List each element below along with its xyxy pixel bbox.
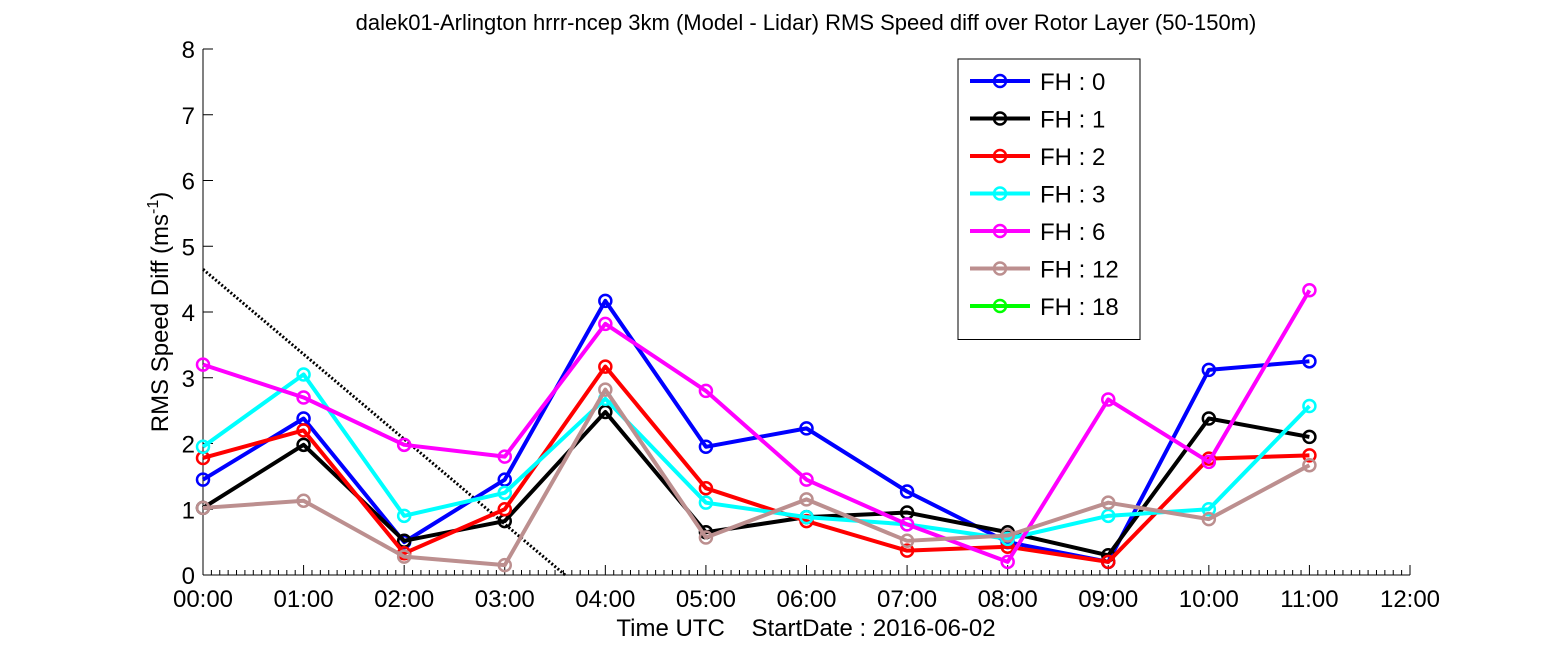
- series: [197, 384, 1315, 572]
- x-tick-label: 10:00: [1179, 586, 1239, 613]
- y-tick-label: 1: [182, 497, 195, 524]
- chart: dalek01-Arlington hrrr-ncep 3km (Model -…: [0, 0, 1559, 656]
- x-tick-label: 03:00: [475, 586, 535, 613]
- legend-label: FH : 1: [1040, 107, 1105, 134]
- legend-label: FH : 2: [1040, 144, 1105, 171]
- y-tick-label: 5: [182, 234, 195, 261]
- y-axis-label-close: ): [147, 192, 174, 200]
- x-tick-label: 06:00: [776, 586, 836, 613]
- y-tick-label: 8: [182, 37, 195, 64]
- legend-label: FH : 0: [1040, 69, 1105, 96]
- legend: FH : 0 FH : 1 FH : 2 FH : 3 FH : 6 FH : 12 FH …: [958, 59, 1140, 340]
- y-tick-label: 4: [182, 300, 195, 327]
- y-axis-label: RMS Speed Diff (ms-1): [145, 192, 174, 433]
- x-tick-label: 08:00: [978, 586, 1038, 613]
- x-axis: 00:00 01:00 02:00 03:00 04:00 05:00 06:00 07:00…: [173, 565, 1440, 613]
- series-line: [203, 390, 1309, 566]
- y-axis-label-main: RMS Speed Diff (ms: [147, 214, 174, 432]
- plot-frame: [203, 49, 1410, 575]
- x-tick-label: 07:00: [877, 586, 937, 613]
- legend-label: FH : 18: [1040, 294, 1119, 321]
- y-tick-label: 0: [182, 563, 195, 590]
- x-tick-label: 04:00: [575, 586, 635, 613]
- x-axis-label: Time UTC StartDate : 2016-06-02: [616, 615, 995, 642]
- legend-label: FH : 3: [1040, 182, 1105, 209]
- y-tick-label: 6: [182, 169, 195, 196]
- series-line: [203, 290, 1309, 562]
- y-tick-label: 3: [182, 366, 195, 393]
- legend-label: FH : 6: [1040, 219, 1105, 246]
- legend-label: FH : 12: [1040, 257, 1119, 284]
- x-tick-label: 02:00: [374, 586, 434, 613]
- y-tick-label: 7: [182, 103, 195, 130]
- series-group: [197, 284, 1315, 571]
- x-tick-label: 05:00: [676, 586, 736, 613]
- chart-title: dalek01-Arlington hrrr-ncep 3km (Model -…: [356, 10, 1257, 35]
- y-tick-label: 2: [182, 432, 195, 459]
- x-tick-label: 09:00: [1078, 586, 1138, 613]
- x-tick-label: 01:00: [274, 586, 334, 613]
- x-tick-label: 11:00: [1280, 586, 1338, 613]
- series: [197, 295, 1315, 568]
- x-tick-label: 12:00: [1380, 586, 1440, 613]
- x-tick-label: 00:00: [173, 586, 233, 613]
- series-line: [203, 374, 1309, 538]
- y-axis-label-sup: -1: [145, 200, 162, 214]
